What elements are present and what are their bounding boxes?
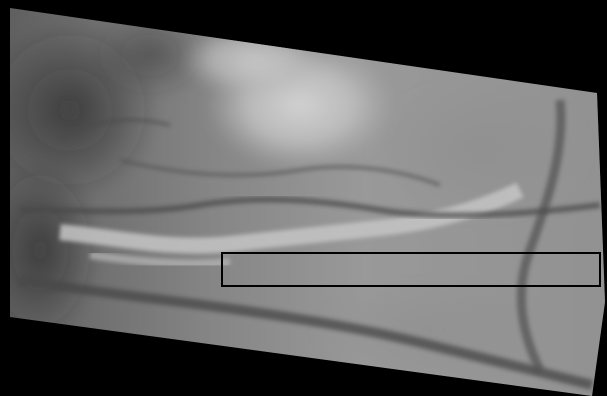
- selection-rectangle[interactable]: [221, 252, 601, 287]
